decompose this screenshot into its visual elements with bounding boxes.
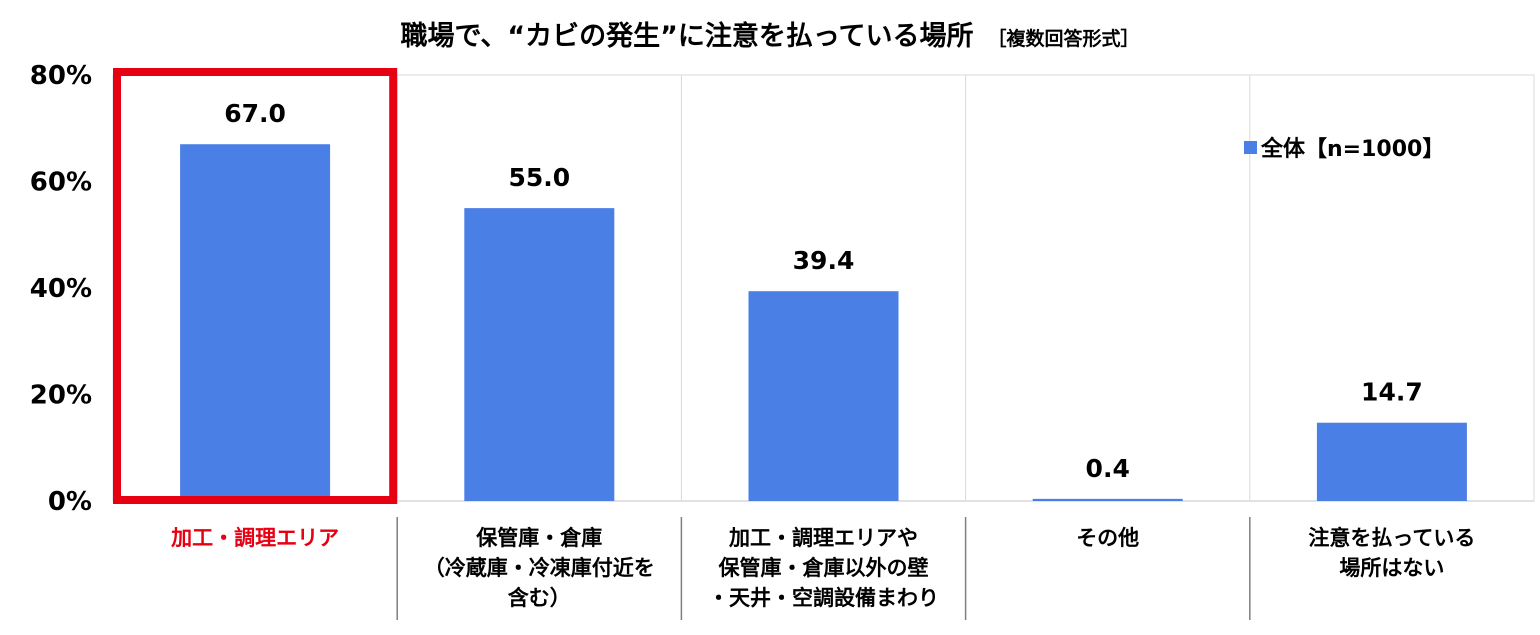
bar (748, 291, 899, 501)
data-label: 0.4 (1086, 454, 1130, 483)
bar (464, 208, 615, 501)
legend-swatch (1244, 141, 1257, 154)
x-tick-label: 注意を払っている場所はない (1308, 526, 1475, 580)
chart-title: 職場で、“カビの発生”に注意を払っている場所 ［複数回答形式］ (0, 14, 1540, 53)
bar (1032, 498, 1183, 501)
y-tick-label: 0% (48, 487, 92, 517)
legend-label: 全体【n=1000】 (1260, 136, 1444, 162)
x-tick-label: 保管庫・倉庫（冷蔵庫・冷凍庫付近を含む） (424, 526, 655, 610)
data-label: 14.7 (1361, 378, 1423, 407)
highlight-box (113, 68, 398, 504)
bar (1316, 422, 1467, 501)
y-tick-label: 40% (30, 274, 92, 304)
x-tick-label: 加工・調理エリア (170, 526, 339, 550)
x-tick-label: その他 (1076, 526, 1139, 550)
bar (180, 144, 331, 501)
data-label: 39.4 (793, 246, 855, 275)
y-tick-label: 80% (30, 61, 92, 91)
y-tick-label: 20% (30, 381, 92, 411)
chart-subtitle: ［複数回答形式］ (987, 28, 1140, 50)
data-label: 55.0 (508, 163, 570, 192)
chart-title-text: 職場で、“カビの発生”に注意を払っている場所 (400, 21, 974, 52)
x-tick-label: 加工・調理エリアや保管庫・倉庫以外の壁・天井・空調設備まわり (708, 526, 939, 610)
y-tick-label: 60% (30, 168, 92, 198)
data-label: 67.0 (224, 99, 286, 128)
